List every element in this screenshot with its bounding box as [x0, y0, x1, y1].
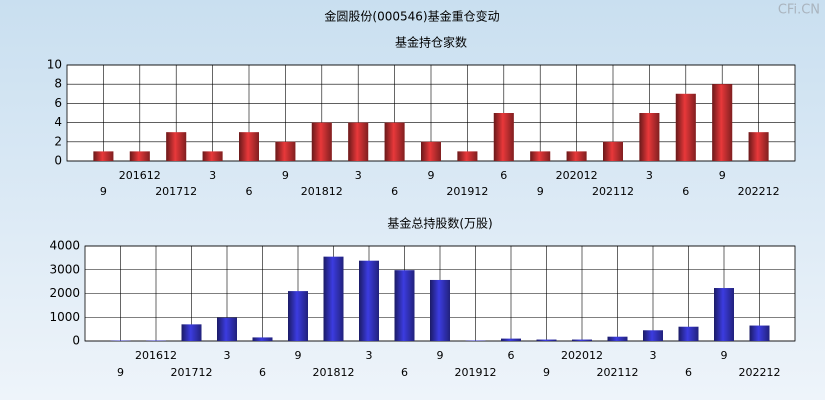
bar-shade — [748, 132, 769, 161]
bar-shade — [714, 288, 734, 341]
bar-shade — [678, 326, 699, 341]
bar-shade — [129, 151, 150, 161]
x-tick-label: 202112 — [592, 185, 634, 198]
bar-shade — [643, 330, 663, 341]
x-tick-label: 202012 — [561, 349, 603, 362]
chart-title: 基金总持股数(万股) — [387, 216, 492, 231]
bar-shade — [675, 93, 696, 161]
bar-shade — [639, 113, 660, 161]
x-tick-label: 6 — [391, 185, 398, 198]
bar-shade — [536, 339, 557, 341]
bar-shade — [252, 337, 273, 341]
x-tick-label: 3 — [355, 169, 362, 182]
chart-title: 基金持仓家数 — [395, 35, 467, 50]
x-tick-label: 9 — [117, 366, 124, 379]
bar-shade — [493, 113, 514, 161]
page-title: 金圆股份(000546)基金重仓变动 — [324, 9, 499, 24]
x-tick-label: 3 — [646, 169, 653, 182]
bar-shade — [181, 324, 202, 341]
bar-shade — [430, 279, 450, 341]
x-tick-label: 9 — [428, 169, 435, 182]
bar-shade — [603, 141, 623, 161]
x-tick-label: 9 — [537, 185, 544, 198]
bar-shade — [288, 291, 308, 341]
bar-shade — [572, 339, 592, 341]
x-tick-label: 202112 — [597, 366, 639, 379]
bar-shade — [202, 151, 223, 161]
watermark: CFi.CN — [778, 3, 820, 18]
x-tick-label: 201612 — [135, 349, 177, 362]
x-tick-label: 6 — [401, 366, 408, 379]
bar-shade — [217, 317, 237, 341]
bar-shade — [166, 132, 187, 161]
x-tick-label: 3 — [209, 169, 216, 182]
x-tick-label: 201612 — [119, 169, 161, 182]
y-tick-label: 4 — [54, 115, 62, 129]
bar-shade — [501, 338, 521, 341]
bar-shade — [712, 84, 733, 161]
bar-shade — [359, 260, 379, 341]
x-tick-label: 201712 — [171, 366, 213, 379]
x-tick-label: 3 — [650, 349, 657, 362]
y-tick-label: 3000 — [49, 262, 80, 276]
bar-shade — [749, 325, 770, 341]
x-tick-label: 3 — [224, 349, 231, 362]
x-tick-label: 201812 — [313, 366, 355, 379]
x-tick-label: 9 — [719, 169, 726, 182]
x-tick-label: 202212 — [739, 366, 781, 379]
bar-shade — [93, 151, 114, 161]
bar-shade — [311, 122, 332, 161]
bar-shade — [348, 122, 369, 161]
bar-shade — [421, 141, 441, 161]
x-tick-label: 201812 — [301, 185, 343, 198]
x-tick-label: 6 — [259, 366, 266, 379]
x-tick-label: 9 — [721, 349, 728, 362]
bar-shade — [394, 270, 415, 341]
x-tick-label: 3 — [366, 349, 373, 362]
y-tick-label: 10 — [47, 58, 62, 72]
y-tick-label: 8 — [54, 77, 62, 91]
x-tick-label: 201712 — [155, 185, 197, 198]
x-tick-label: 202012 — [556, 169, 598, 182]
x-tick-label: 201912 — [446, 185, 488, 198]
bar-shade — [566, 151, 587, 161]
x-tick-label: 9 — [543, 366, 550, 379]
bar-shade — [530, 151, 551, 161]
y-tick-label: 0 — [72, 334, 80, 348]
y-tick-label: 6 — [54, 96, 62, 110]
bar-shade — [239, 132, 259, 161]
bar-shade — [323, 256, 344, 341]
y-tick-label: 0 — [54, 154, 62, 168]
x-tick-label: 9 — [100, 185, 107, 198]
y-tick-label: 2000 — [49, 286, 80, 300]
x-tick-label: 9 — [295, 349, 302, 362]
x-tick-label: 9 — [437, 349, 444, 362]
y-tick-label: 2 — [54, 134, 62, 148]
x-tick-label: 6 — [682, 185, 689, 198]
x-tick-label: 6 — [500, 169, 507, 182]
y-tick-label: 4000 — [49, 239, 80, 253]
x-tick-label: 6 — [685, 366, 692, 379]
bar-shade — [457, 151, 478, 161]
bar-shade — [384, 122, 405, 161]
x-tick-label: 201912 — [455, 366, 497, 379]
x-tick-label: 6 — [508, 349, 515, 362]
x-tick-label: 6 — [246, 185, 253, 198]
x-tick-label: 202212 — [738, 185, 780, 198]
y-tick-label: 1000 — [49, 310, 80, 324]
x-tick-label: 9 — [282, 169, 289, 182]
bar-shade — [275, 141, 296, 161]
bar-shade — [607, 336, 628, 341]
